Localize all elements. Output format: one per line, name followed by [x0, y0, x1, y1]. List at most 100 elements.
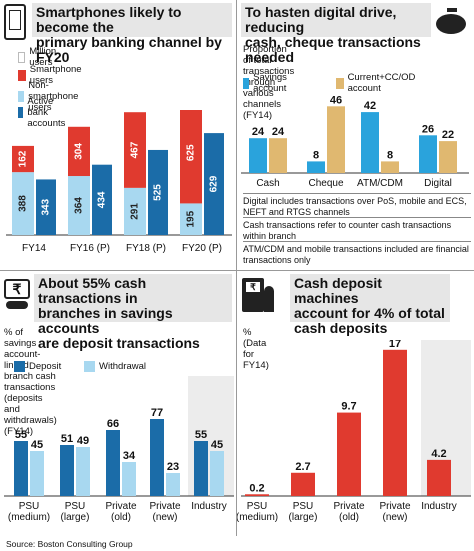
legend-label: Withdrawal	[99, 361, 146, 372]
legend-label: Smartphone users	[29, 64, 82, 86]
legend-item: Current+CC/OD account	[336, 72, 419, 94]
data-label: 24	[272, 126, 285, 138]
bar-active-accounts	[92, 164, 112, 235]
data-label: 23	[167, 461, 179, 473]
chart-cdm: 0.2PSU(medium)2.7PSU(large)9.7Private(ol…	[237, 340, 471, 523]
bar-deposit	[106, 430, 120, 496]
panel2-title: To hasten digital drive, reducing cash, …	[241, 3, 431, 65]
x-tick-label: (medium)	[237, 512, 278, 523]
legend-label: Non-smartphone users	[28, 80, 79, 113]
legend-swatch	[84, 361, 95, 372]
panel3-title-line: are deposit transactions	[38, 335, 200, 351]
legend-swatch	[18, 91, 25, 102]
bar-savings	[249, 138, 267, 173]
legend-item: Smartphone users	[18, 64, 85, 86]
panel4-subtitle: % (Data for FY14)	[243, 327, 269, 371]
bar-smartphone	[180, 110, 202, 204]
rupee-hand-icon: ₹	[4, 279, 32, 311]
data-label: 42	[364, 100, 376, 112]
bar-current	[327, 106, 345, 173]
data-label: 34	[123, 450, 136, 462]
data-label: 364	[74, 197, 85, 214]
panel1-unit: Million users	[18, 46, 60, 68]
panel2-title-line: To hasten digital drive, reducing	[245, 4, 397, 35]
x-tick-label: PSU	[65, 501, 86, 512]
panel4-title-line: cash deposits	[294, 320, 388, 336]
note-cash: Cash transactions refer to counter cash …	[243, 217, 471, 241]
x-tick-label: (new)	[382, 512, 407, 523]
unit-swatch	[18, 51, 26, 63]
legend-swatch	[243, 77, 250, 89]
data-label: 55	[15, 429, 27, 441]
x-tick-label: FY18 (P)	[126, 243, 166, 254]
data-label: 304	[74, 143, 85, 160]
bar-cdm	[245, 494, 269, 496]
data-label: 291	[130, 203, 141, 220]
data-label: 49	[77, 435, 89, 447]
data-label: 45	[211, 439, 223, 451]
data-label: 77	[151, 407, 163, 419]
data-label: 46	[330, 94, 342, 106]
x-tick-label: PSU	[293, 501, 314, 512]
x-tick-label: FY20 (P)	[182, 243, 222, 254]
smartphone-icon	[4, 4, 26, 40]
x-tick-label: Private	[379, 501, 411, 512]
data-label: 2.7	[295, 461, 310, 473]
data-label: 45	[31, 439, 43, 451]
x-tick-label: Industry	[421, 501, 457, 512]
bar-active-accounts	[204, 133, 224, 235]
data-label: 162	[18, 150, 29, 167]
bar-non-smartphone	[12, 172, 34, 235]
bar-withdrawal	[122, 462, 136, 496]
bar-deposit	[14, 441, 28, 496]
bar-current	[269, 138, 287, 173]
x-tick-label: Digital	[424, 178, 452, 189]
legend-label: Current+CC/OD account	[347, 72, 416, 94]
panel4-title-line: Cash deposit machines	[294, 275, 382, 306]
bar-withdrawal	[76, 447, 90, 496]
data-label: 17	[389, 340, 401, 350]
source-note: Source: Boston Consulting Group	[6, 539, 133, 549]
panel3-title-line: branches in savings accounts	[38, 305, 173, 336]
data-label: 55	[195, 429, 207, 441]
x-tick-label: Private	[105, 501, 137, 512]
bar-cdm	[427, 459, 451, 496]
atm-machine-icon: ₹	[242, 278, 276, 314]
x-tick-label: (old)	[111, 512, 131, 523]
panel4-title-line: account for 4% of total	[294, 305, 445, 321]
bar-smartphone	[12, 145, 34, 173]
legend-swatch	[18, 107, 24, 118]
legend-swatch	[18, 69, 26, 81]
bar-savings	[307, 161, 325, 173]
data-label: 0.2	[249, 482, 264, 494]
x-tick-label: PSU	[19, 501, 40, 512]
x-tick-label: (large)	[289, 512, 318, 523]
data-label: 525	[153, 184, 164, 201]
bar-deposit	[194, 441, 208, 496]
data-label: 66	[107, 418, 119, 430]
x-tick-label: Cheque	[308, 178, 343, 189]
legend-item: Deposit	[14, 361, 61, 372]
chart-smartphones: 388 162 343 FY14 364 304 434 FY16 (P) 291 467 525 F…	[6, 110, 232, 254]
bar-savings	[361, 112, 379, 173]
x-tick-label: Industry	[191, 501, 227, 512]
x-tick-label: Private	[149, 501, 181, 512]
chart-transactions: 24 24 Cash 8 46 Cheque 42 8 ATM/CDM 26 22 Digital	[241, 94, 469, 189]
legend-swatch	[14, 361, 25, 372]
data-label: 4.2	[431, 448, 446, 460]
bar-non-smartphone	[68, 176, 90, 235]
bar-savings	[419, 135, 437, 173]
vertical-divider	[236, 0, 237, 536]
bar-current	[381, 161, 399, 173]
bar-current	[439, 141, 457, 173]
legend-swatch	[336, 77, 344, 89]
panel1-title: Smartphones likely to become the primary…	[32, 3, 232, 65]
data-label: 625	[186, 144, 197, 161]
bar-smartphone	[124, 112, 146, 188]
piggy-bank-icon	[434, 8, 470, 36]
x-tick-label: Cash	[256, 178, 279, 189]
bar-smartphone	[68, 126, 90, 177]
legend-label: Deposit	[29, 361, 62, 372]
bar-cdm	[291, 472, 315, 496]
